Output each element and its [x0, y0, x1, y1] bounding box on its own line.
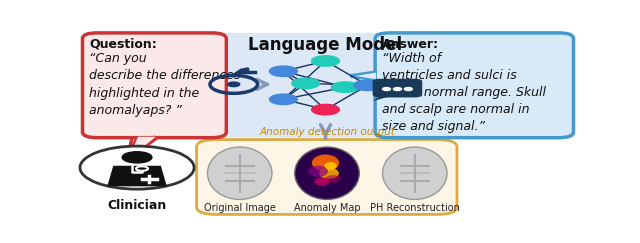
Polygon shape: [355, 73, 376, 79]
Ellipse shape: [315, 177, 330, 186]
Ellipse shape: [295, 147, 359, 200]
FancyBboxPatch shape: [196, 139, 457, 214]
Circle shape: [332, 82, 359, 92]
Text: Clinician: Clinician: [108, 199, 166, 212]
Circle shape: [269, 94, 297, 104]
FancyBboxPatch shape: [375, 33, 573, 138]
Polygon shape: [350, 72, 375, 80]
Text: Question:: Question:: [89, 38, 157, 51]
Polygon shape: [108, 166, 167, 186]
Text: PH Reconstruction: PH Reconstruction: [370, 203, 460, 213]
Polygon shape: [129, 137, 156, 158]
Text: “Width of
ventricles and sulci is
within normal range. Skull
and scalp are norma: “Width of ventricles and sulci is within…: [381, 52, 545, 133]
FancyBboxPatch shape: [196, 33, 457, 138]
Circle shape: [122, 152, 152, 163]
Circle shape: [404, 87, 412, 91]
Polygon shape: [372, 96, 389, 101]
Ellipse shape: [319, 168, 339, 179]
Polygon shape: [127, 138, 157, 160]
Ellipse shape: [324, 162, 337, 170]
Circle shape: [269, 66, 297, 77]
Circle shape: [80, 146, 194, 189]
Text: Answer:: Answer:: [381, 38, 438, 51]
Ellipse shape: [312, 155, 339, 171]
Text: Language Model: Language Model: [248, 36, 403, 54]
Ellipse shape: [383, 147, 447, 200]
Text: Anomaly detection output: Anomaly detection output: [259, 127, 395, 137]
Circle shape: [228, 82, 240, 87]
Text: Anomaly Map: Anomaly Map: [294, 203, 360, 213]
Ellipse shape: [326, 175, 340, 182]
Ellipse shape: [207, 147, 272, 200]
Circle shape: [354, 80, 381, 91]
Circle shape: [394, 87, 401, 91]
Circle shape: [312, 104, 339, 115]
Ellipse shape: [308, 166, 328, 177]
Circle shape: [383, 87, 390, 91]
Text: “Can you
describe the differences
highlighted in the
anomalyaps? ”: “Can you describe the differences highli…: [89, 52, 241, 117]
FancyBboxPatch shape: [83, 33, 227, 138]
Circle shape: [292, 78, 319, 89]
Text: Original Image: Original Image: [204, 203, 276, 213]
Circle shape: [136, 166, 148, 171]
Circle shape: [312, 56, 339, 66]
FancyBboxPatch shape: [372, 79, 422, 97]
